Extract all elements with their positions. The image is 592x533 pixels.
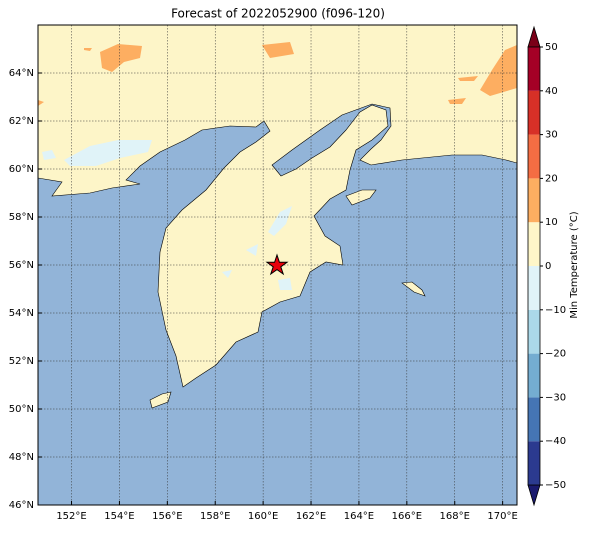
- colorbar-label: Min Temperature (°C): [569, 211, 580, 318]
- colorbar-segment: [528, 309, 540, 354]
- colorbar-extend-high: [527, 25, 541, 48]
- y-tick-label: 54°N: [9, 308, 34, 319]
- x-tick-label: 158°E: [200, 511, 230, 522]
- colorbar-segment: [528, 441, 540, 485]
- x-tick-label: 162°E: [296, 511, 326, 522]
- location-star: [265, 253, 289, 276]
- island: [149, 391, 172, 409]
- y-tick-label: 62°N: [9, 116, 34, 127]
- colorbar-tick-label: −40: [545, 436, 566, 447]
- colorbar-segment: [528, 134, 540, 179]
- colorbar-segment: [528, 353, 540, 398]
- island: [345, 189, 377, 206]
- colorbar-segment: [528, 178, 540, 223]
- colorbar-tick-label: 40: [545, 86, 558, 97]
- x-tick-label: 170°E: [487, 511, 517, 522]
- x-tick-label: 156°E: [152, 511, 182, 522]
- warm-patch: [38, 42, 517, 106]
- x-tick-label: 154°E: [104, 511, 134, 522]
- y-tick-label: 50°N: [9, 404, 34, 415]
- x-tick-label: 164°E: [344, 511, 374, 522]
- x-tick-label: 166°E: [392, 511, 422, 522]
- colorbar-segment: [528, 90, 540, 135]
- y-tick-label: 60°N: [9, 164, 34, 175]
- colorbar-tick-label: −30: [545, 392, 566, 403]
- colorbar-tick-label: 10: [545, 217, 558, 228]
- land: [38, 25, 517, 388]
- colorbar-segment: [528, 222, 540, 266]
- colorbar-segment: [528, 266, 540, 310]
- colorbar-tick-label: 50: [545, 42, 558, 53]
- y-tick-label: 64°N: [9, 68, 34, 79]
- graticule: [38, 25, 517, 505]
- y-tick-label: 46°N: [9, 500, 34, 511]
- x-tick-label: 168°E: [440, 511, 470, 522]
- colorbar-tick-label: 30: [545, 130, 558, 141]
- colorbar-tick-label: −50: [545, 480, 566, 491]
- x-tick-label: 152°E: [56, 511, 86, 522]
- title: Forecast of 2022052900 (f096-120): [171, 7, 385, 21]
- colorbar-tick-label: −20: [545, 349, 566, 360]
- colorbar-tick-label: 20: [545, 173, 558, 184]
- colorbar-segment: [528, 47, 540, 91]
- y-tick-label: 52°N: [9, 356, 34, 367]
- x-tick-label: 160°E: [248, 511, 278, 522]
- y-tick-label: 58°N: [9, 212, 34, 223]
- y-tick-label: 56°N: [9, 260, 34, 271]
- colorbar-segment: [528, 397, 540, 442]
- island: [401, 281, 426, 297]
- colorbar-extend-low: [527, 484, 541, 507]
- colorbar-tick-label: 0: [545, 261, 551, 272]
- map-area: [38, 25, 517, 505]
- colorbar-tick-label: −10: [545, 305, 566, 316]
- y-tick-label: 48°N: [9, 452, 34, 463]
